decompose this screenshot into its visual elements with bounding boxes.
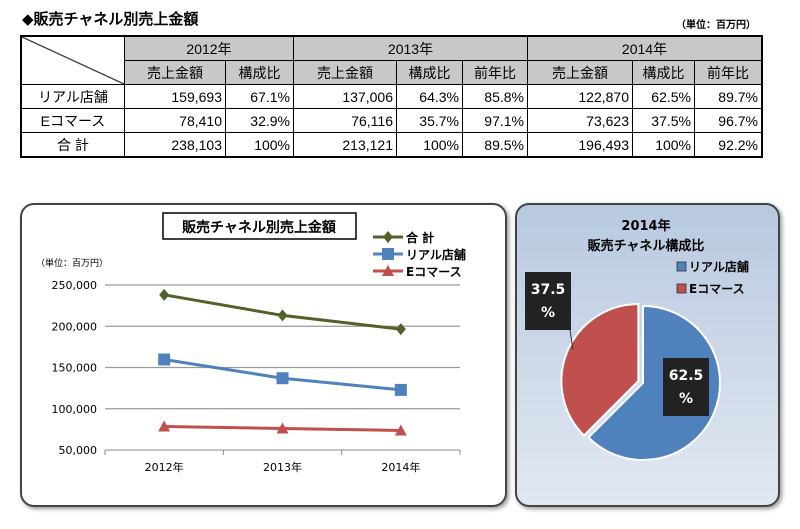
page-title: ◆販売チャネル別売上金額 — [22, 10, 199, 28]
unit-label: （単位：百万円） — [676, 20, 756, 31]
data-point — [382, 265, 394, 276]
line-chart-title-box — [162, 212, 357, 240]
cell: 35.7% — [396, 108, 463, 133]
x-tick-label: 2014年 — [381, 460, 420, 474]
cell: 89.5% — [462, 132, 528, 158]
cell: 78,410 — [124, 108, 226, 133]
cell: 92.2% — [694, 132, 763, 158]
col-header: 売上金額 — [124, 60, 226, 85]
y-tick-label: 50,000 — [59, 444, 98, 457]
cell: 37.5% — [632, 108, 695, 133]
table-row: Eコマース 78,410 32.9% 76,116 35.7% 97.1% 73,623 37… — [20, 108, 763, 133]
data-point — [382, 248, 394, 260]
cell: 122,870 — [527, 84, 633, 109]
col-header: 構成比 — [632, 60, 695, 85]
x-tick-label: 2012年 — [145, 460, 184, 474]
pie-title-year: 2014年 — [621, 218, 670, 234]
data-point — [383, 231, 393, 243]
line-chart-panel — [20, 203, 507, 507]
y-tick-label: 100,000 — [52, 403, 98, 416]
cell: 100% — [632, 132, 695, 158]
data-label-unit: % — [679, 391, 693, 407]
data-point — [276, 372, 289, 385]
data-point — [395, 323, 406, 336]
y-axis-unit: （単位：百万円） — [36, 257, 108, 269]
cell: 137,006 — [293, 84, 397, 109]
cell: 32.9% — [225, 108, 294, 133]
col-header: 売上金額 — [527, 60, 633, 85]
line-chart-title: 販売チャネル別売上金額 — [182, 219, 336, 236]
legend-label: Eコマース — [689, 282, 745, 296]
row-label: Eコマース — [20, 108, 125, 133]
data-label: 37.5 — [531, 282, 566, 298]
sales-table: 2012年 2013年 2014年 売上金額 構成比 売上金額 構成比 前年比 … — [20, 35, 763, 158]
data-point — [158, 353, 171, 366]
pie-slice — [560, 303, 640, 437]
cell: 213,121 — [293, 132, 397, 158]
data-point — [158, 420, 171, 432]
data-label-box — [525, 272, 571, 330]
col-header: 構成比 — [396, 60, 463, 85]
data-point — [159, 288, 170, 301]
table-row: リアル店舗 159,693 67.1% 137,006 64.3% 85.8% 122,87… — [20, 84, 763, 109]
cell: 196,493 — [527, 132, 633, 158]
cell: 159,693 — [124, 84, 226, 109]
year-header: 2013年 — [293, 35, 528, 61]
data-point — [277, 309, 288, 322]
data-label-box — [663, 358, 709, 416]
col-header: 売上金額 — [293, 60, 397, 85]
year-header: 2012年 — [124, 35, 294, 61]
cell: 73,623 — [527, 108, 633, 133]
legend-label: Eコマース — [406, 265, 462, 279]
data-label-unit: % — [541, 305, 555, 321]
row-label: 合 計 — [20, 132, 125, 158]
legend-swatch — [676, 283, 687, 294]
y-tick-label: 250,000 — [52, 279, 98, 292]
data-point — [394, 424, 407, 436]
leader-line — [569, 329, 574, 351]
legend-label: 合 計 — [406, 230, 434, 245]
data-point — [394, 383, 407, 396]
data-point — [276, 422, 289, 434]
y-tick-label: 150,000 — [52, 362, 98, 375]
data-label: 62.5 — [669, 368, 704, 384]
cell: 97.1% — [462, 108, 528, 133]
cell: 100% — [225, 132, 294, 158]
cell: 76,116 — [293, 108, 397, 133]
x-tick-label: 2013年 — [263, 460, 302, 474]
corner-cell — [20, 35, 125, 85]
legend-swatch — [676, 261, 687, 272]
legend-label: リアル店舗 — [689, 259, 749, 274]
legend-label: リアル店舗 — [406, 247, 466, 262]
table-row: 合 計 238,103 100% 213,121 100% 89.5% 196,493 100… — [20, 132, 763, 158]
col-header: 前年比 — [462, 60, 528, 85]
y-tick-label: 200,000 — [52, 320, 98, 333]
pie-title: 販売チャネル構成比 — [588, 238, 705, 254]
cell: 96.7% — [694, 108, 763, 133]
pie-slice — [587, 304, 721, 461]
cell: 238,103 — [124, 132, 226, 158]
row-label: リアル店舗 — [20, 84, 125, 109]
